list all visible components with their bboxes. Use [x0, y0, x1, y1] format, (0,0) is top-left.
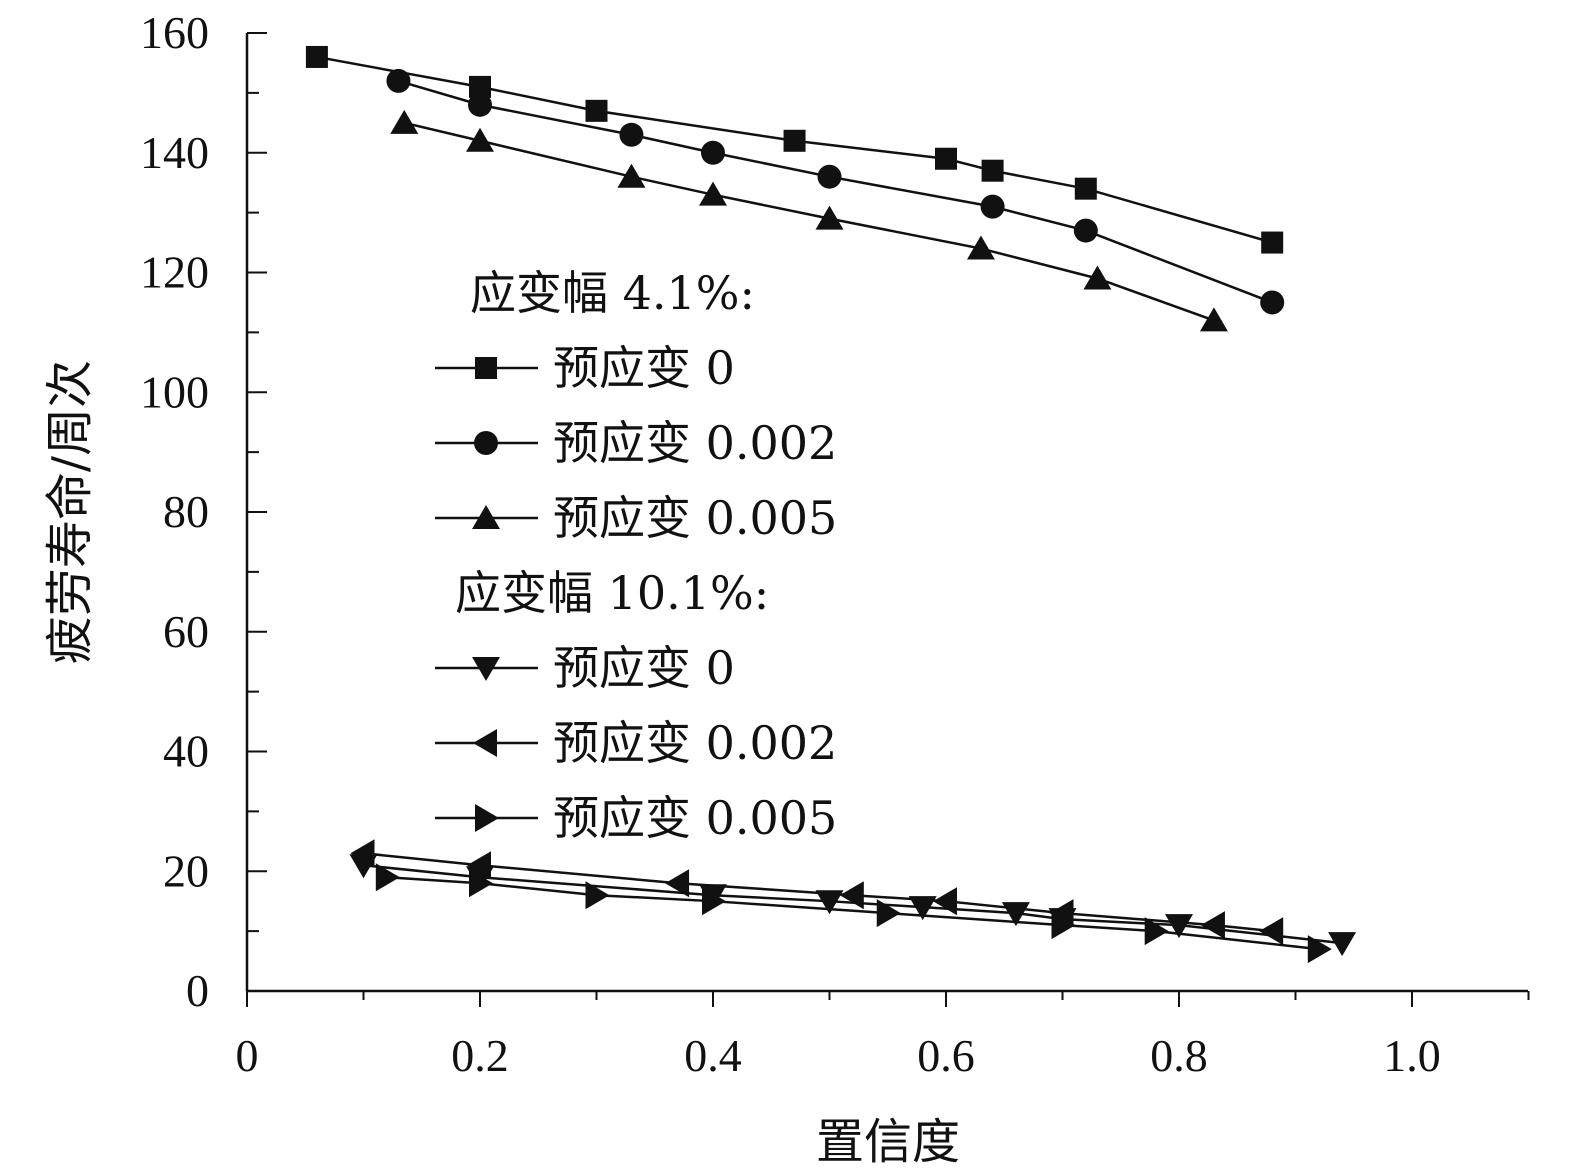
square-marker: [1261, 231, 1284, 254]
series-line: [363, 852, 1273, 933]
x-tick-label: 0.2: [451, 1030, 509, 1081]
triangle-up-marker: [1083, 265, 1112, 290]
circle-marker: [701, 140, 725, 165]
legend-label: 预应变 0.002: [553, 416, 837, 470]
triangle-left-marker: [1259, 917, 1284, 946]
circle-marker: [980, 194, 1005, 219]
triangle-left-marker: [665, 869, 690, 898]
legend-label: 预应变 0.002: [553, 716, 837, 770]
legend-item: 预应变 0.005: [435, 491, 837, 545]
triangle-up-marker: [1199, 307, 1228, 332]
square-marker: [469, 75, 491, 98]
triangle-left-marker: [467, 851, 491, 880]
y-tick-label: 20: [163, 845, 209, 896]
triangle-up-marker: [390, 109, 419, 134]
x-axis-title: 置信度: [816, 1114, 960, 1170]
series-3: [390, 109, 1228, 332]
series-layer: [305, 45, 1357, 964]
y-tick-label: 140: [140, 127, 209, 178]
x-tick-label: 1.0: [1383, 1030, 1441, 1081]
square-marker: [585, 99, 608, 122]
triangle-down-marker: [1328, 932, 1357, 957]
y-tick-label: 60: [163, 606, 209, 657]
y-axis-title: 疲劳寿命/周次: [42, 360, 98, 664]
legend-item: 预应变 0.005: [435, 791, 837, 845]
triangle-up-marker: [966, 235, 995, 260]
square-marker: [935, 147, 957, 170]
legend-item: 预应变 0.002: [435, 416, 837, 470]
y-tick-label: 80: [163, 486, 209, 537]
square-marker: [305, 45, 328, 68]
square-marker: [981, 159, 1004, 182]
triangle-right-marker: [469, 869, 493, 898]
triangle-down-marker: [815, 890, 844, 915]
circle-marker: [817, 164, 842, 189]
triangle-left-marker: [1200, 911, 1225, 940]
y-tick-label: 40: [163, 726, 209, 777]
triangle-left-marker: [933, 887, 957, 916]
triangle-right-marker: [876, 899, 901, 928]
triangle-right-marker: [1051, 911, 1076, 940]
triangle-right-marker: [1144, 917, 1169, 946]
axes: 0 20 40 60 80 100 120 140 160 0 0.2 0.4 0.6 0.8 1.0: [140, 7, 1530, 1081]
legend-item: 预应变 0.002: [435, 716, 837, 770]
legend-group-header: 应变幅 10.1%:: [455, 566, 769, 620]
triangle-left-marker: [473, 729, 497, 757]
square-marker: [783, 129, 806, 152]
series-line: [403, 121, 1215, 322]
legend: 应变幅 4.1%: 预应变 0 预应变 0.002 预应变 0.005 应变幅 10.1…: [435, 266, 837, 845]
triangle-down-marker: [472, 657, 500, 681]
square-marker: [475, 357, 497, 379]
legend-item: 预应变 0: [435, 641, 735, 695]
legend-label: 预应变 0: [553, 341, 735, 395]
triangle-up-marker: [699, 181, 727, 206]
series-6: [375, 863, 1332, 964]
triangle-right-marker: [475, 804, 499, 832]
x-tick-label: 0.8: [1150, 1030, 1208, 1081]
series-line: [398, 79, 1273, 304]
y-tick-label: 160: [140, 7, 209, 58]
legend-item: 预应变 0: [435, 341, 735, 395]
triangle-down-marker: [1165, 914, 1193, 939]
triangle-right-marker: [1307, 935, 1332, 964]
series-5: [350, 839, 1284, 946]
series-line: [316, 55, 1273, 244]
triangle-left-marker: [839, 881, 864, 910]
x-tick-label: 0: [236, 1030, 259, 1081]
triangle-left-marker: [350, 839, 375, 868]
triangle-left-marker: [1049, 899, 1074, 928]
circle-marker: [468, 92, 492, 117]
circle-marker: [474, 431, 498, 455]
y-tick-label: 120: [140, 247, 209, 298]
triangle-up-marker: [815, 205, 844, 230]
series-line: [363, 864, 1343, 945]
series-1: [305, 45, 1284, 254]
triangle-up-marker: [472, 505, 500, 529]
legend-label: 预应变 0.005: [553, 491, 837, 545]
triangle-right-marker: [375, 863, 400, 892]
legend-label: 预应变 0.005: [553, 791, 837, 845]
triangle-up-marker: [617, 163, 646, 188]
series-4: [349, 854, 1357, 957]
x-tick-label: 0.4: [684, 1030, 742, 1081]
x-tick-label: 0.6: [917, 1030, 975, 1081]
circle-marker: [386, 68, 411, 93]
triangle-right-marker: [702, 887, 726, 916]
triangle-up-marker: [466, 127, 494, 152]
circle-marker: [1073, 218, 1098, 243]
square-marker: [1074, 177, 1097, 200]
series-2: [386, 68, 1285, 315]
series-line: [386, 875, 1319, 951]
circle-marker: [1260, 290, 1285, 315]
y-tick-label: 100: [140, 366, 209, 417]
circle-marker: [619, 122, 644, 147]
legend-label: 预应变 0: [553, 641, 735, 695]
triangle-right-marker: [585, 881, 610, 910]
legend-group-header: 应变幅 4.1%:: [470, 266, 755, 320]
triangle-down-marker: [908, 896, 937, 921]
y-tick-label: 0: [186, 965, 209, 1016]
